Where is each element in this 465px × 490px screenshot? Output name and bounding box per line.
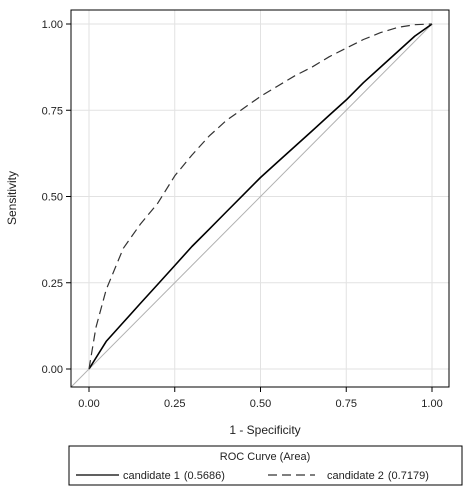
series-line-2 (88, 23, 433, 370)
legend: ROC Curve (Area) candidate 1 (0.5686) can… (68, 445, 463, 486)
series-group (88, 23, 433, 370)
reference-diagonal (70, 23, 433, 388)
y-axis-title: Sensitivity (5, 171, 19, 225)
legend-label-series-2: candidate 2 (0.7179) (327, 470, 429, 482)
series-line-1 (88, 23, 433, 370)
legend-title: ROC Curve (Area) (220, 451, 310, 463)
x-tick-label-3: 0.75 (336, 398, 357, 410)
y-tick-label-2: 0.50 (42, 192, 63, 204)
y-tick-label-4: 1.00 (42, 19, 63, 31)
x-tick-label-2: 0.50 (250, 398, 271, 410)
y-tick-label-1: 0.25 (42, 278, 63, 290)
x-tick-label-4: 1.00 (421, 398, 442, 410)
legend-name-series-1: candidate 1 (123, 470, 180, 482)
legend-area-series-2: (0.7179) (388, 470, 429, 482)
y-axis-ticks: 0.00 0.25 0.50 0.75 1.00 (42, 19, 71, 376)
x-axis-title: 1 - Specificity (229, 423, 300, 437)
y-tick-label-0: 0.00 (42, 364, 63, 376)
x-axis-ticks: 0.00 0.25 0.50 0.75 1.00 (78, 387, 443, 410)
legend-box (68, 445, 463, 486)
grid-lines (71, 10, 449, 387)
legend-area-series-1: (0.5686) (184, 470, 225, 482)
legend-label-series-1: candidate 1 (0.5686) (123, 470, 225, 482)
x-tick-label-0: 0.00 (78, 398, 99, 410)
y-tick-label-3: 0.75 (42, 105, 63, 117)
legend-name-series-2: candidate 2 (327, 470, 384, 482)
x-tick-label-1: 0.25 (164, 398, 185, 410)
